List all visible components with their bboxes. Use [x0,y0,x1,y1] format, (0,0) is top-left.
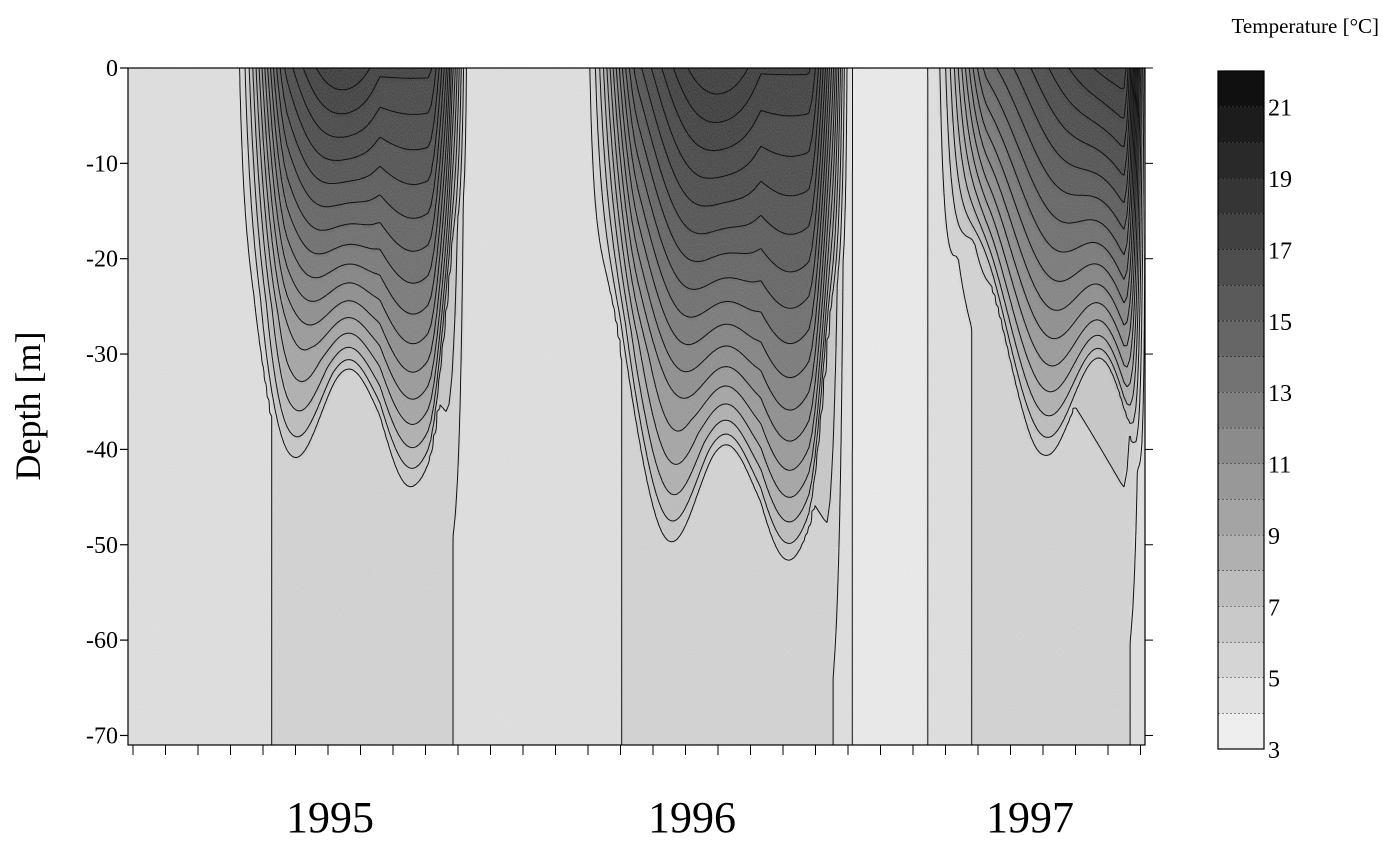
colorbar-tick-label: 17 [1268,238,1292,264]
colorbar-tick-label: 21 [1268,96,1292,122]
colorbar-tick-label: 5 [1268,667,1280,693]
colorbar-band [1218,356,1264,392]
colorbar-tick-label: 7 [1268,595,1280,621]
colorbar-tick-label: 15 [1268,310,1292,336]
colorbar-band [1218,71,1264,107]
colorbar-band [1218,428,1264,464]
colorbar-band [1218,107,1264,143]
colorbar-band [1218,678,1264,714]
y-tick-label: -70 [86,723,118,749]
x-axis: 1995 1996 1997 [133,745,1141,842]
colorbar-tick-label: 9 [1268,524,1280,550]
colorbar-band [1218,642,1264,678]
x-year-label: 1995 [286,793,374,842]
colorbar-band [1218,249,1264,285]
x-year-label: 1996 [648,793,736,842]
colorbar: 21 19 17 15 13 11 9 7 5 3 [1218,71,1292,764]
colorbar-band [1218,142,1264,178]
y-tick-label: -30 [86,342,118,368]
colorbar-band [1218,499,1264,535]
colorbar-band [1218,535,1264,571]
colorbar-band [1218,178,1264,214]
y-tick-label: -20 [86,247,118,273]
y-tick-label: -10 [86,151,118,177]
colorbar-band [1218,321,1264,357]
y-axis-label: Depth [m] [8,332,48,481]
y-tick-label: -50 [86,533,118,559]
y-tick-label: 0 [106,56,118,82]
colorbar-band [1218,285,1264,321]
colorbar-tick-label: 13 [1268,381,1292,407]
colorbar-tick-label: 19 [1268,167,1292,193]
colorbar-band [1218,392,1264,428]
colorbar-band [1218,464,1264,500]
colorbar-band [1218,713,1264,749]
y-tick-label: -60 [86,628,118,654]
colorbar-band [1218,606,1264,642]
colorbar-tick-label: 3 [1268,738,1280,764]
colorbar-tick-label: 11 [1268,453,1291,479]
y-tick-label: -40 [86,437,118,463]
colorbar-band [1218,571,1264,607]
colorbar-title: Temperature [°C] [1232,14,1379,39]
x-year-label: 1997 [986,793,1074,842]
colorbar-band [1218,214,1264,250]
